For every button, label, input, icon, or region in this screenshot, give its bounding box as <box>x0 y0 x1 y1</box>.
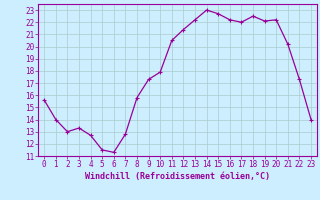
X-axis label: Windchill (Refroidissement éolien,°C): Windchill (Refroidissement éolien,°C) <box>85 172 270 181</box>
